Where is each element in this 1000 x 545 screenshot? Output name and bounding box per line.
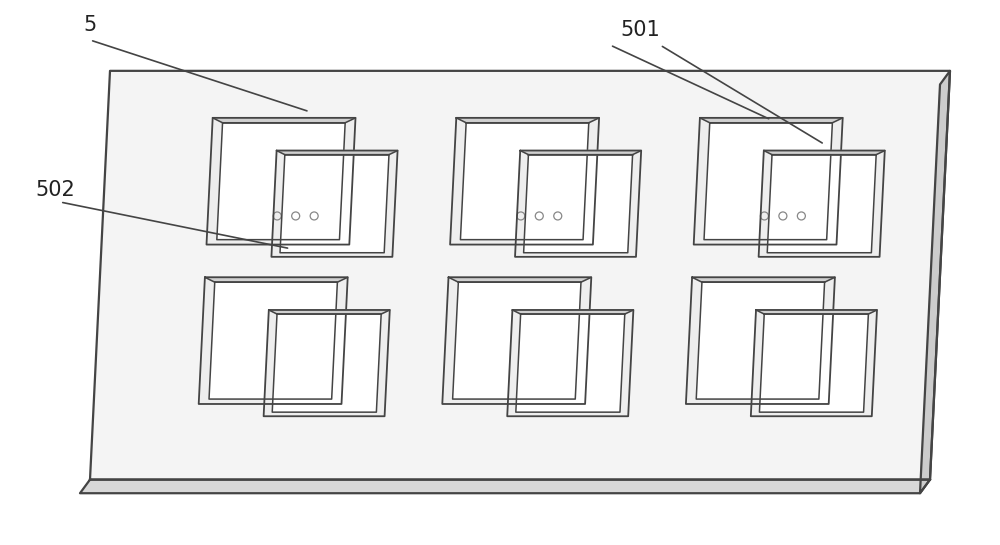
Text: 502: 502 [35, 180, 75, 200]
Polygon shape [767, 155, 876, 253]
Polygon shape [90, 71, 950, 480]
Polygon shape [704, 123, 832, 240]
Polygon shape [460, 123, 589, 240]
Polygon shape [507, 310, 633, 416]
Polygon shape [213, 118, 356, 123]
Polygon shape [272, 314, 381, 412]
Text: 5: 5 [83, 15, 97, 35]
Polygon shape [80, 480, 930, 493]
Polygon shape [700, 118, 843, 123]
Polygon shape [516, 314, 625, 412]
Polygon shape [764, 150, 885, 155]
Polygon shape [277, 150, 398, 155]
Polygon shape [920, 71, 950, 493]
Polygon shape [449, 277, 591, 282]
Polygon shape [759, 150, 885, 257]
Polygon shape [209, 282, 337, 399]
Polygon shape [264, 310, 390, 416]
Polygon shape [207, 118, 356, 245]
Polygon shape [217, 123, 345, 240]
Polygon shape [280, 155, 389, 253]
Polygon shape [759, 314, 868, 412]
Polygon shape [694, 118, 843, 245]
Polygon shape [456, 118, 599, 123]
Polygon shape [269, 310, 390, 314]
Polygon shape [756, 310, 877, 314]
Polygon shape [686, 277, 835, 404]
Polygon shape [696, 282, 825, 399]
Polygon shape [199, 277, 348, 404]
Polygon shape [271, 150, 398, 257]
Polygon shape [450, 118, 599, 245]
Polygon shape [453, 282, 581, 399]
Polygon shape [512, 310, 633, 314]
Polygon shape [692, 277, 835, 282]
Polygon shape [515, 150, 641, 257]
Polygon shape [205, 277, 348, 282]
Polygon shape [442, 277, 591, 404]
Polygon shape [520, 150, 641, 155]
Polygon shape [751, 310, 877, 416]
Polygon shape [524, 155, 633, 253]
Text: 501: 501 [620, 20, 660, 40]
